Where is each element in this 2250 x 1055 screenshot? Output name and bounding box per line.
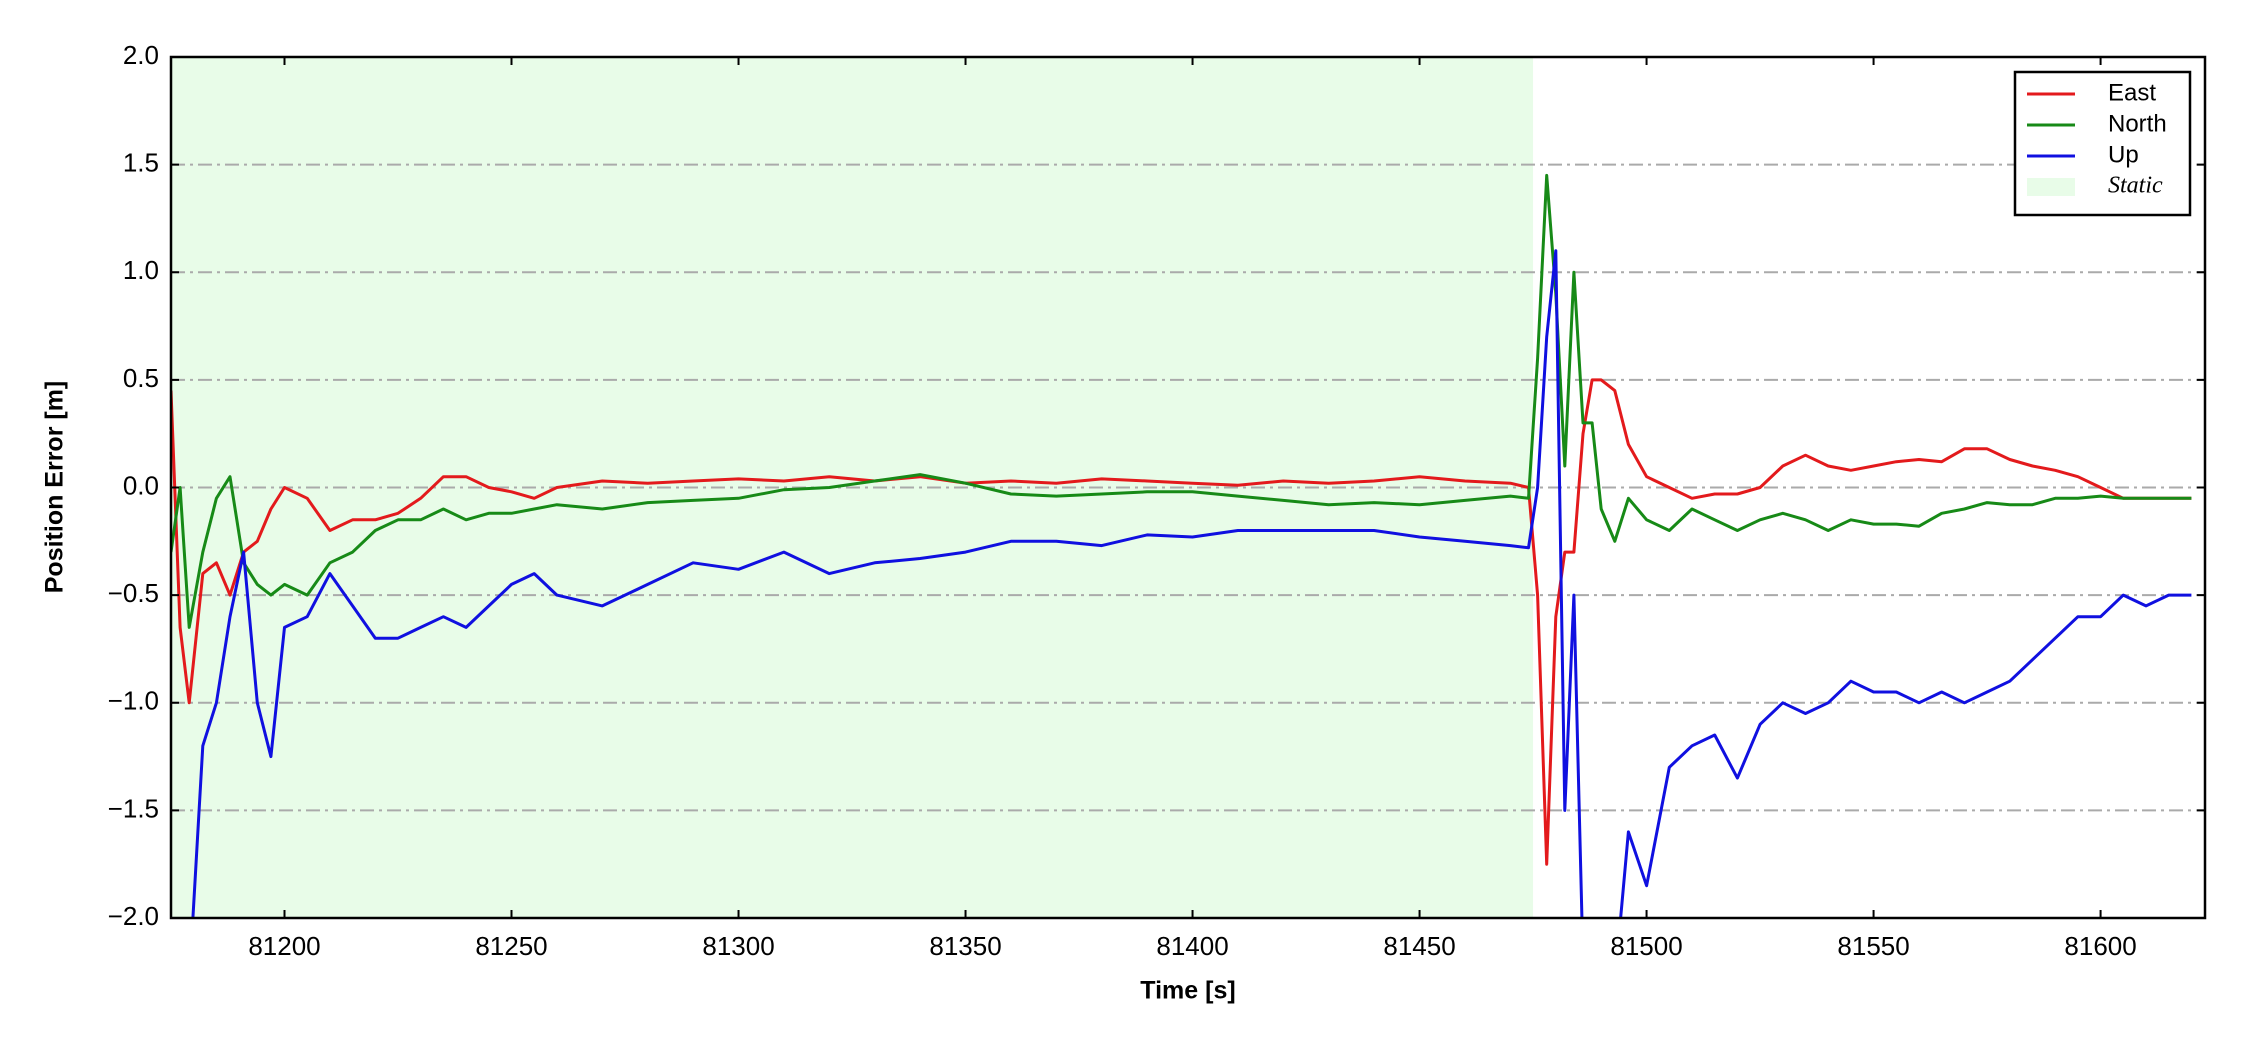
plot-frame (169, 55, 2207, 920)
legend-label: North (2108, 110, 2167, 137)
y-tick-label: 0.5 (123, 363, 159, 393)
x-axis-label: Time [s] (1140, 977, 1235, 1005)
y-tick-label: −2.0 (108, 901, 159, 931)
y-tick-label: 1.5 (123, 148, 159, 178)
plot-area (171, 57, 2205, 918)
y-tick-label: −1.0 (108, 686, 159, 716)
y-tick-label: −1.5 (108, 793, 159, 823)
y-tick-label: 2.0 (123, 40, 159, 70)
legend-label: East (2108, 79, 2156, 106)
series-line (171, 378, 2192, 866)
y-tick-label: 0.0 (123, 470, 159, 500)
x-tick-label: 81300 (702, 931, 774, 961)
x-tick-label: 81500 (1610, 931, 1682, 961)
x-tick-label: 81550 (1837, 931, 1909, 961)
series-line (191, 249, 2192, 918)
x-tick-label: 81400 (1156, 931, 1228, 961)
legend-label: Static (2108, 173, 2163, 199)
x-tick-label: 81200 (248, 931, 320, 961)
x-tick-label: 81250 (475, 931, 547, 961)
legend-swatch (2027, 178, 2075, 196)
y-axis-label: Position Error [m] (41, 381, 69, 594)
x-tick-label: 81350 (929, 931, 1001, 961)
series-line (171, 173, 2192, 629)
legend-label: Up (2108, 141, 2139, 168)
y-tick-label: −0.5 (108, 578, 159, 608)
x-tick-label: 81450 (1383, 931, 1455, 961)
x-tick-label: 81600 (2064, 931, 2136, 961)
y-tick-label: 1.0 (123, 255, 159, 285)
